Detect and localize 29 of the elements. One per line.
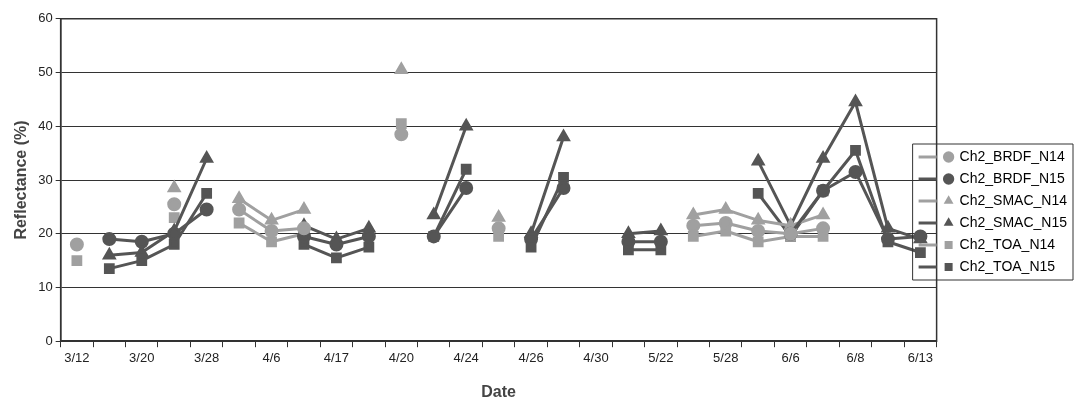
x-tick-label: 4/30 <box>583 349 609 365</box>
y-axis-title: Reflectance (%) <box>12 120 30 240</box>
x-tick-label: 4/20 <box>388 349 414 365</box>
y-tick-label: 30 <box>38 171 53 187</box>
y-tick-label: 50 <box>38 64 53 80</box>
y-tick-label: 20 <box>38 225 53 241</box>
x-tick-label: 4/26 <box>518 349 544 365</box>
x-tick-label: 4/6 <box>262 349 281 365</box>
legend-label: Ch2_BRDF_N14 <box>959 147 1065 164</box>
legend-label: Ch2_SMAC_N14 <box>959 191 1068 208</box>
legend-label: Ch2_TOA_N14 <box>959 235 1056 252</box>
x-tick-label: 3/20 <box>129 349 155 365</box>
x-tick-label: 6/6 <box>781 349 800 365</box>
x-tick-label: 3/12 <box>64 349 90 365</box>
x-tick-label: 3/28 <box>194 349 220 365</box>
y-tick-label: 0 <box>45 332 53 348</box>
x-tick-label: 5/22 <box>648 349 674 365</box>
x-tick-label: 5/28 <box>713 349 739 365</box>
legend-label: Ch2_TOA_N15 <box>959 257 1056 274</box>
y-tick-label: 60 <box>38 10 53 26</box>
x-tick-label: 4/17 <box>323 349 350 365</box>
x-tick-label: 6/13 <box>907 349 934 365</box>
legend-label: Ch2_BRDF_N15 <box>959 169 1065 186</box>
x-axis-title: Date <box>481 382 517 400</box>
y-tick-label: 40 <box>38 117 53 133</box>
legend-label: Ch2_SMAC_N15 <box>959 213 1068 230</box>
x-tick-label: 4/24 <box>453 349 479 365</box>
x-tick-label: 6/8 <box>846 349 865 365</box>
y-tick-label: 10 <box>38 279 53 295</box>
